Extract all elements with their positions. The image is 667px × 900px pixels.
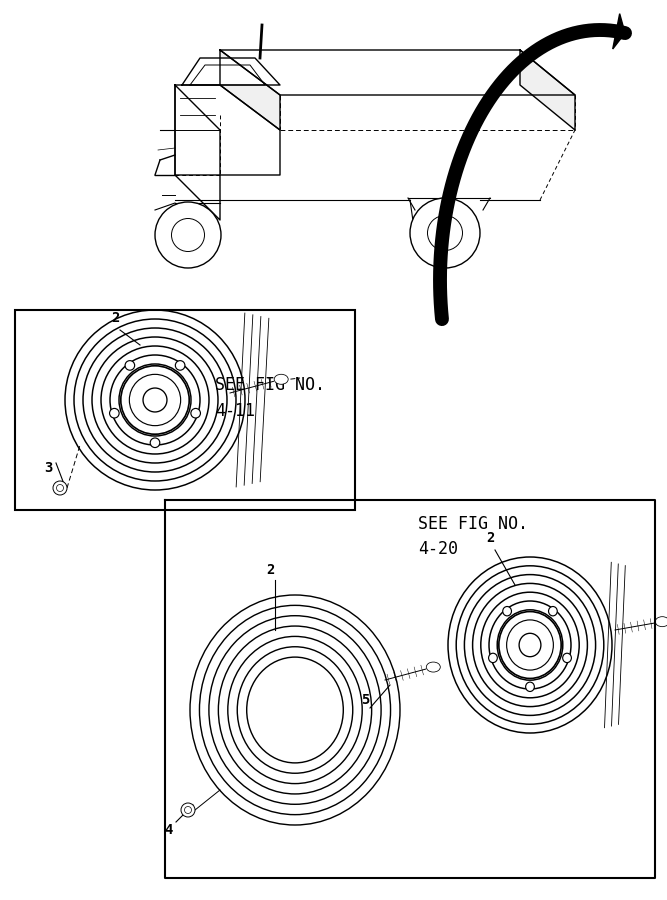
Polygon shape	[175, 85, 220, 220]
Polygon shape	[175, 85, 220, 220]
Text: SEE FIG NO.
4-20: SEE FIG NO. 4-20	[418, 515, 528, 558]
Text: 2: 2	[266, 563, 274, 577]
Ellipse shape	[548, 607, 557, 616]
Polygon shape	[613, 14, 625, 49]
Text: 5: 5	[361, 693, 370, 707]
Ellipse shape	[274, 374, 288, 384]
Bar	[15, 310, 355, 510]
Ellipse shape	[181, 803, 195, 817]
Text: 4: 4	[164, 823, 172, 837]
Ellipse shape	[143, 388, 167, 412]
Ellipse shape	[489, 653, 498, 662]
Text: 3: 3	[44, 461, 52, 475]
Ellipse shape	[121, 365, 189, 434]
Polygon shape	[175, 85, 280, 175]
Ellipse shape	[150, 438, 160, 447]
Polygon shape	[520, 50, 575, 130]
Ellipse shape	[125, 361, 135, 370]
Ellipse shape	[503, 607, 512, 616]
Ellipse shape	[526, 682, 534, 691]
Text: SEE FIG NO.
4-11: SEE FIG NO. 4-11	[215, 376, 325, 419]
Polygon shape	[220, 50, 575, 95]
Polygon shape	[182, 58, 280, 85]
Text: 2: 2	[111, 311, 119, 325]
Ellipse shape	[191, 409, 201, 418]
Ellipse shape	[655, 616, 667, 626]
Text: 2: 2	[486, 531, 494, 545]
Circle shape	[155, 202, 221, 268]
Ellipse shape	[426, 662, 440, 672]
Ellipse shape	[563, 653, 572, 662]
Polygon shape	[220, 50, 280, 130]
Ellipse shape	[499, 612, 561, 679]
Ellipse shape	[519, 634, 541, 657]
Circle shape	[410, 198, 480, 268]
Ellipse shape	[175, 361, 185, 370]
Ellipse shape	[109, 409, 119, 418]
Ellipse shape	[53, 481, 67, 495]
